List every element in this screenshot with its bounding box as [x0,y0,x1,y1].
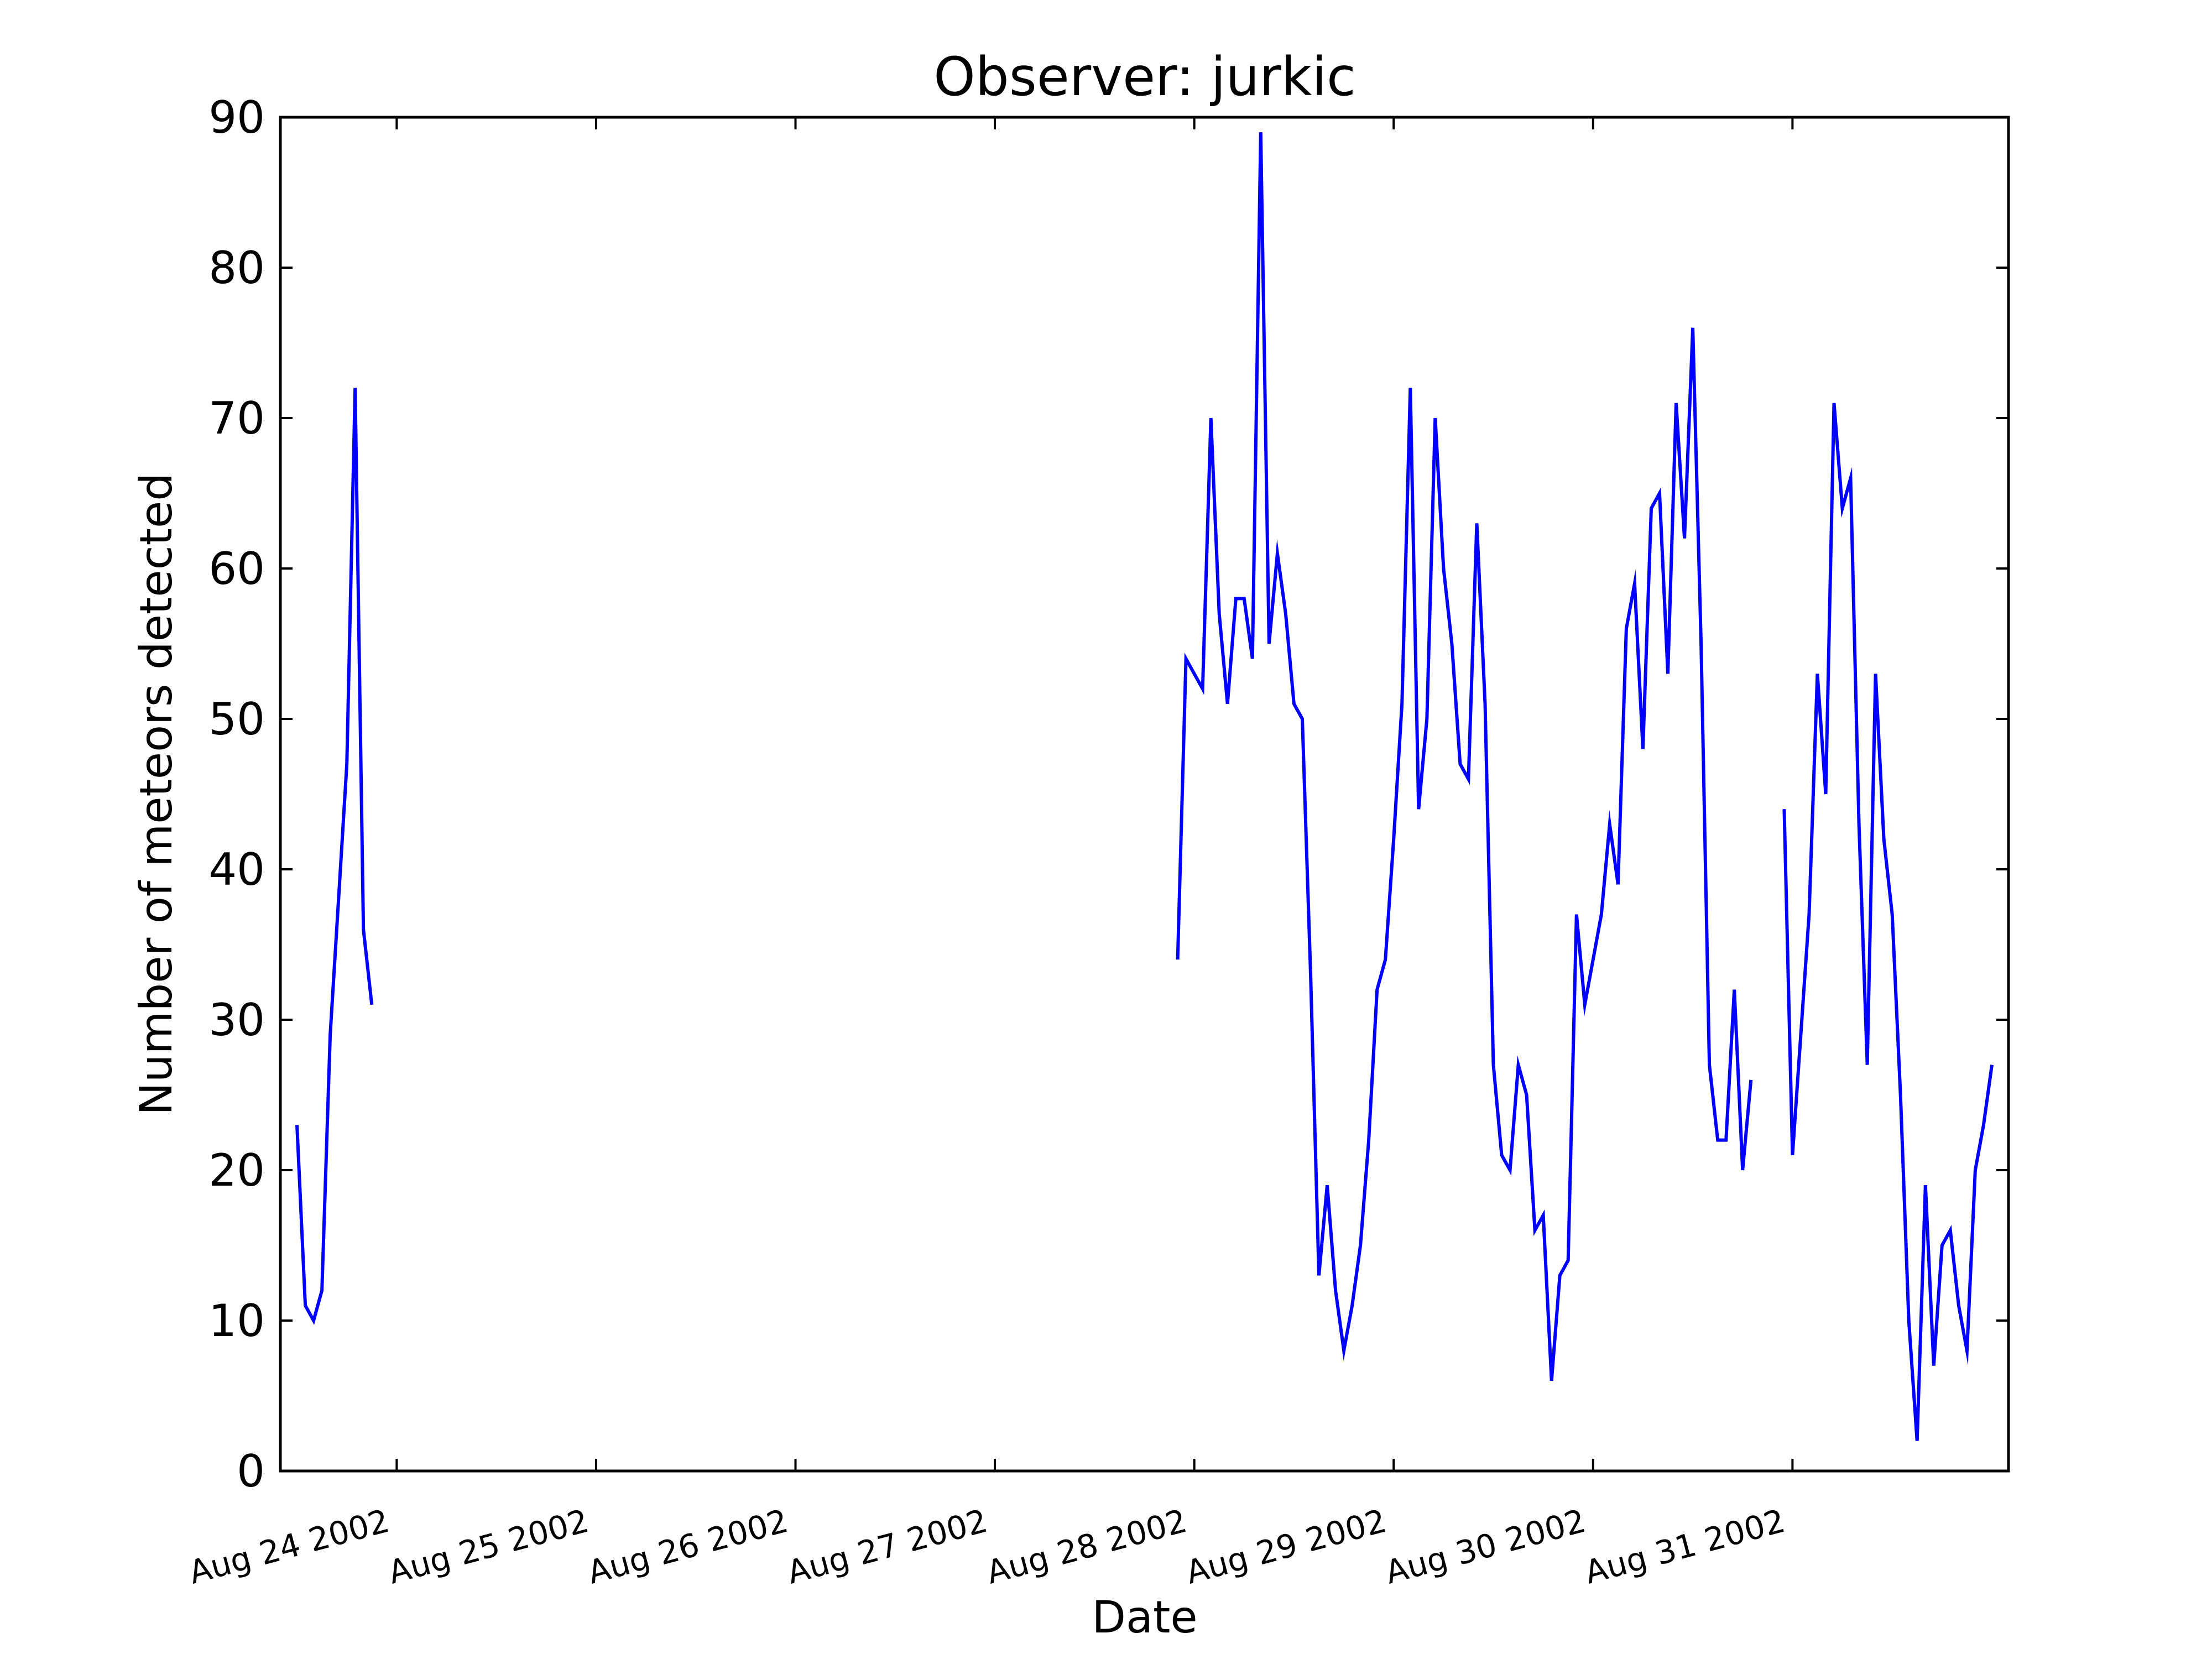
y-tick-label: 20 [208,1145,265,1196]
series-line-segment [1176,132,1753,1381]
x-axis-label: Date [1092,1592,1197,1643]
y-tick-label: 0 [237,1446,265,1497]
y-tick-label: 40 [208,844,265,895]
y-tick-label: 80 [208,242,265,294]
y-tick-label: 10 [208,1295,265,1347]
y-tick-label: 60 [208,543,265,594]
series-line-segment [1782,403,1994,1441]
plot-area [295,132,1994,1441]
series-line-segment [295,388,374,1325]
plot-frame [279,116,2010,1473]
y-axis-label: Number of meteors detected [131,473,182,1115]
y-tick-label: 50 [208,693,265,745]
y-tick-label: 70 [208,393,265,444]
y-tick-label: 90 [208,92,265,143]
y-tick-labels: 0 10 20 30 40 50 60 70 80 90 [208,92,265,1497]
chart-title: Observer: jurkic [933,46,1356,108]
y-tick-label: 30 [208,994,265,1046]
